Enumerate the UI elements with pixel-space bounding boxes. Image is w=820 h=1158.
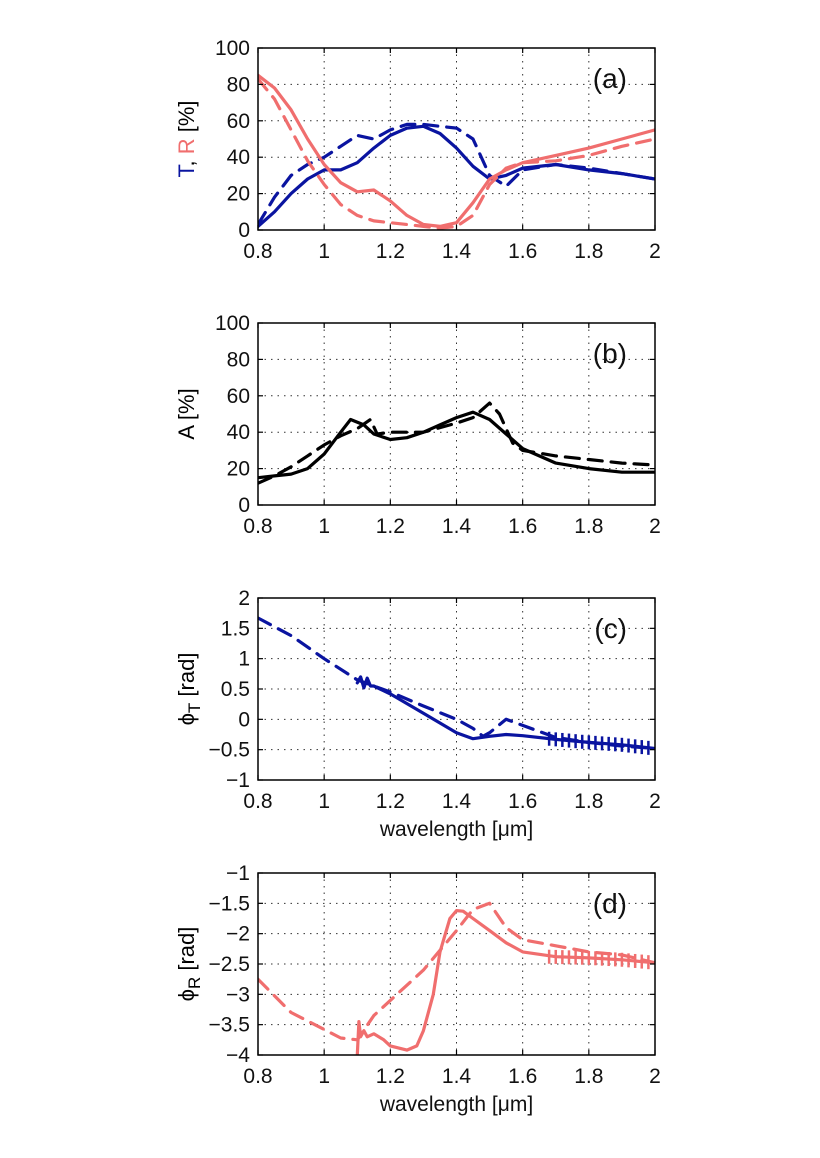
y-tick-label: 100 (215, 312, 250, 335)
y-tick-label: −0.5 (209, 739, 250, 762)
y-tick-label: 20 (227, 183, 250, 206)
y-tick-label: 0.5 (221, 678, 250, 701)
x-tick-label: 0.8 (243, 1065, 272, 1088)
panel-label-b: (b) (593, 338, 627, 369)
y-tick-label: 0 (238, 708, 250, 731)
y-tick-label: −1 (226, 862, 250, 885)
x-tick-label: 0.8 (243, 790, 272, 813)
y-tick-label: −1 (226, 769, 250, 792)
x-tick-label: 1.4 (442, 1065, 472, 1088)
x-tick-label: 2 (649, 790, 661, 813)
y-tick-label: −3.5 (209, 1014, 250, 1037)
series-a-0 (258, 124, 655, 228)
y-tick-label: 1.5 (221, 617, 250, 640)
x-tick-label: 0.8 (243, 240, 272, 263)
x-axis-label-c: wavelength [μm] (379, 818, 533, 841)
y-tick-label: −2.5 (209, 953, 250, 976)
series-d-0 (355, 909, 655, 1055)
x-tick-label: 1.4 (442, 790, 472, 813)
y-tick-label: 0 (238, 219, 250, 242)
y-axis-label-d: ϕR [rad] (174, 927, 204, 1002)
x-tick-label: 1.8 (574, 1065, 603, 1088)
series-c-0 (355, 675, 655, 751)
series-a-2 (258, 73, 655, 228)
panel-label-c: (c) (594, 613, 627, 644)
series-b-1 (258, 401, 655, 485)
x-tick-label: 2 (649, 1065, 661, 1088)
y-axis-label-b: A [%] (174, 388, 199, 439)
x-tick-label: 0.8 (243, 515, 272, 538)
x-tick-label: 1.8 (574, 240, 603, 263)
x-tick-label: 2 (649, 240, 661, 263)
panel-d: 0.8 1 1.2 1.4 1.6 1.8 2 −4 −3.5 −3 −2.5 −2 −1.5 −1 (d)… (174, 862, 661, 1116)
panel-label-a: (a) (593, 63, 627, 94)
x-tick-label: 1 (318, 515, 330, 538)
y-tick-label: 80 (227, 73, 250, 96)
x-tick-label: 1.2 (376, 1065, 405, 1088)
y-tick-label: −4 (226, 1044, 250, 1067)
series-d-1 (258, 901, 655, 1042)
x-tick-label: 1.8 (574, 790, 603, 813)
series-c-1 (258, 616, 655, 751)
y-axis-label-a: T, R [%] (174, 100, 199, 177)
y-tick-label: 1 (238, 648, 250, 671)
x-tick-label: 1.2 (376, 240, 405, 263)
x-tick-label: 1.6 (508, 515, 537, 538)
x-tick-label: 1.8 (574, 515, 603, 538)
x-tick-label: 1.6 (508, 790, 537, 813)
y-tick-label: 60 (227, 385, 250, 408)
x-tick-label: 2 (649, 515, 661, 538)
y-tick-label: 0 (238, 494, 250, 517)
y-tick-label: 40 (227, 421, 250, 444)
y-tick-label: −1.5 (209, 892, 250, 915)
x-tick-label: 1.4 (442, 515, 472, 538)
series-b-0 (258, 410, 655, 480)
panel-label-d: (d) (593, 888, 627, 919)
y-tick-label: 40 (227, 146, 250, 169)
y-tick-label: 60 (227, 110, 250, 133)
series-a-3 (258, 77, 655, 230)
y-tick-label: −2 (226, 923, 250, 946)
panel-c: 0.8 1 1.2 1.4 1.6 1.8 2 −1 −0.5 0 0.5 1 1.5 2 (c) ϕT [r… (174, 587, 661, 841)
y-axis-label-c: ϕT [rad] (174, 653, 204, 726)
y-tick-label: 80 (227, 348, 250, 371)
x-tick-label: 1 (318, 240, 330, 263)
x-axis-label-d: wavelength [μm] (379, 1093, 533, 1116)
y-tick-label: −3 (226, 983, 250, 1006)
x-tick-label: 1.6 (508, 1065, 537, 1088)
x-tick-label: 1.4 (442, 240, 472, 263)
y-tick-label: 20 (227, 458, 250, 481)
y-tick-label: 2 (238, 587, 250, 610)
y-tick-label: 100 (215, 37, 250, 60)
x-tick-label: 1 (318, 790, 330, 813)
x-tick-label: 1 (318, 1065, 330, 1088)
series-a-1 (258, 122, 655, 227)
x-tick-label: 1.2 (376, 515, 405, 538)
x-tick-label: 1.2 (376, 790, 405, 813)
x-tick-label: 1.6 (508, 240, 537, 263)
